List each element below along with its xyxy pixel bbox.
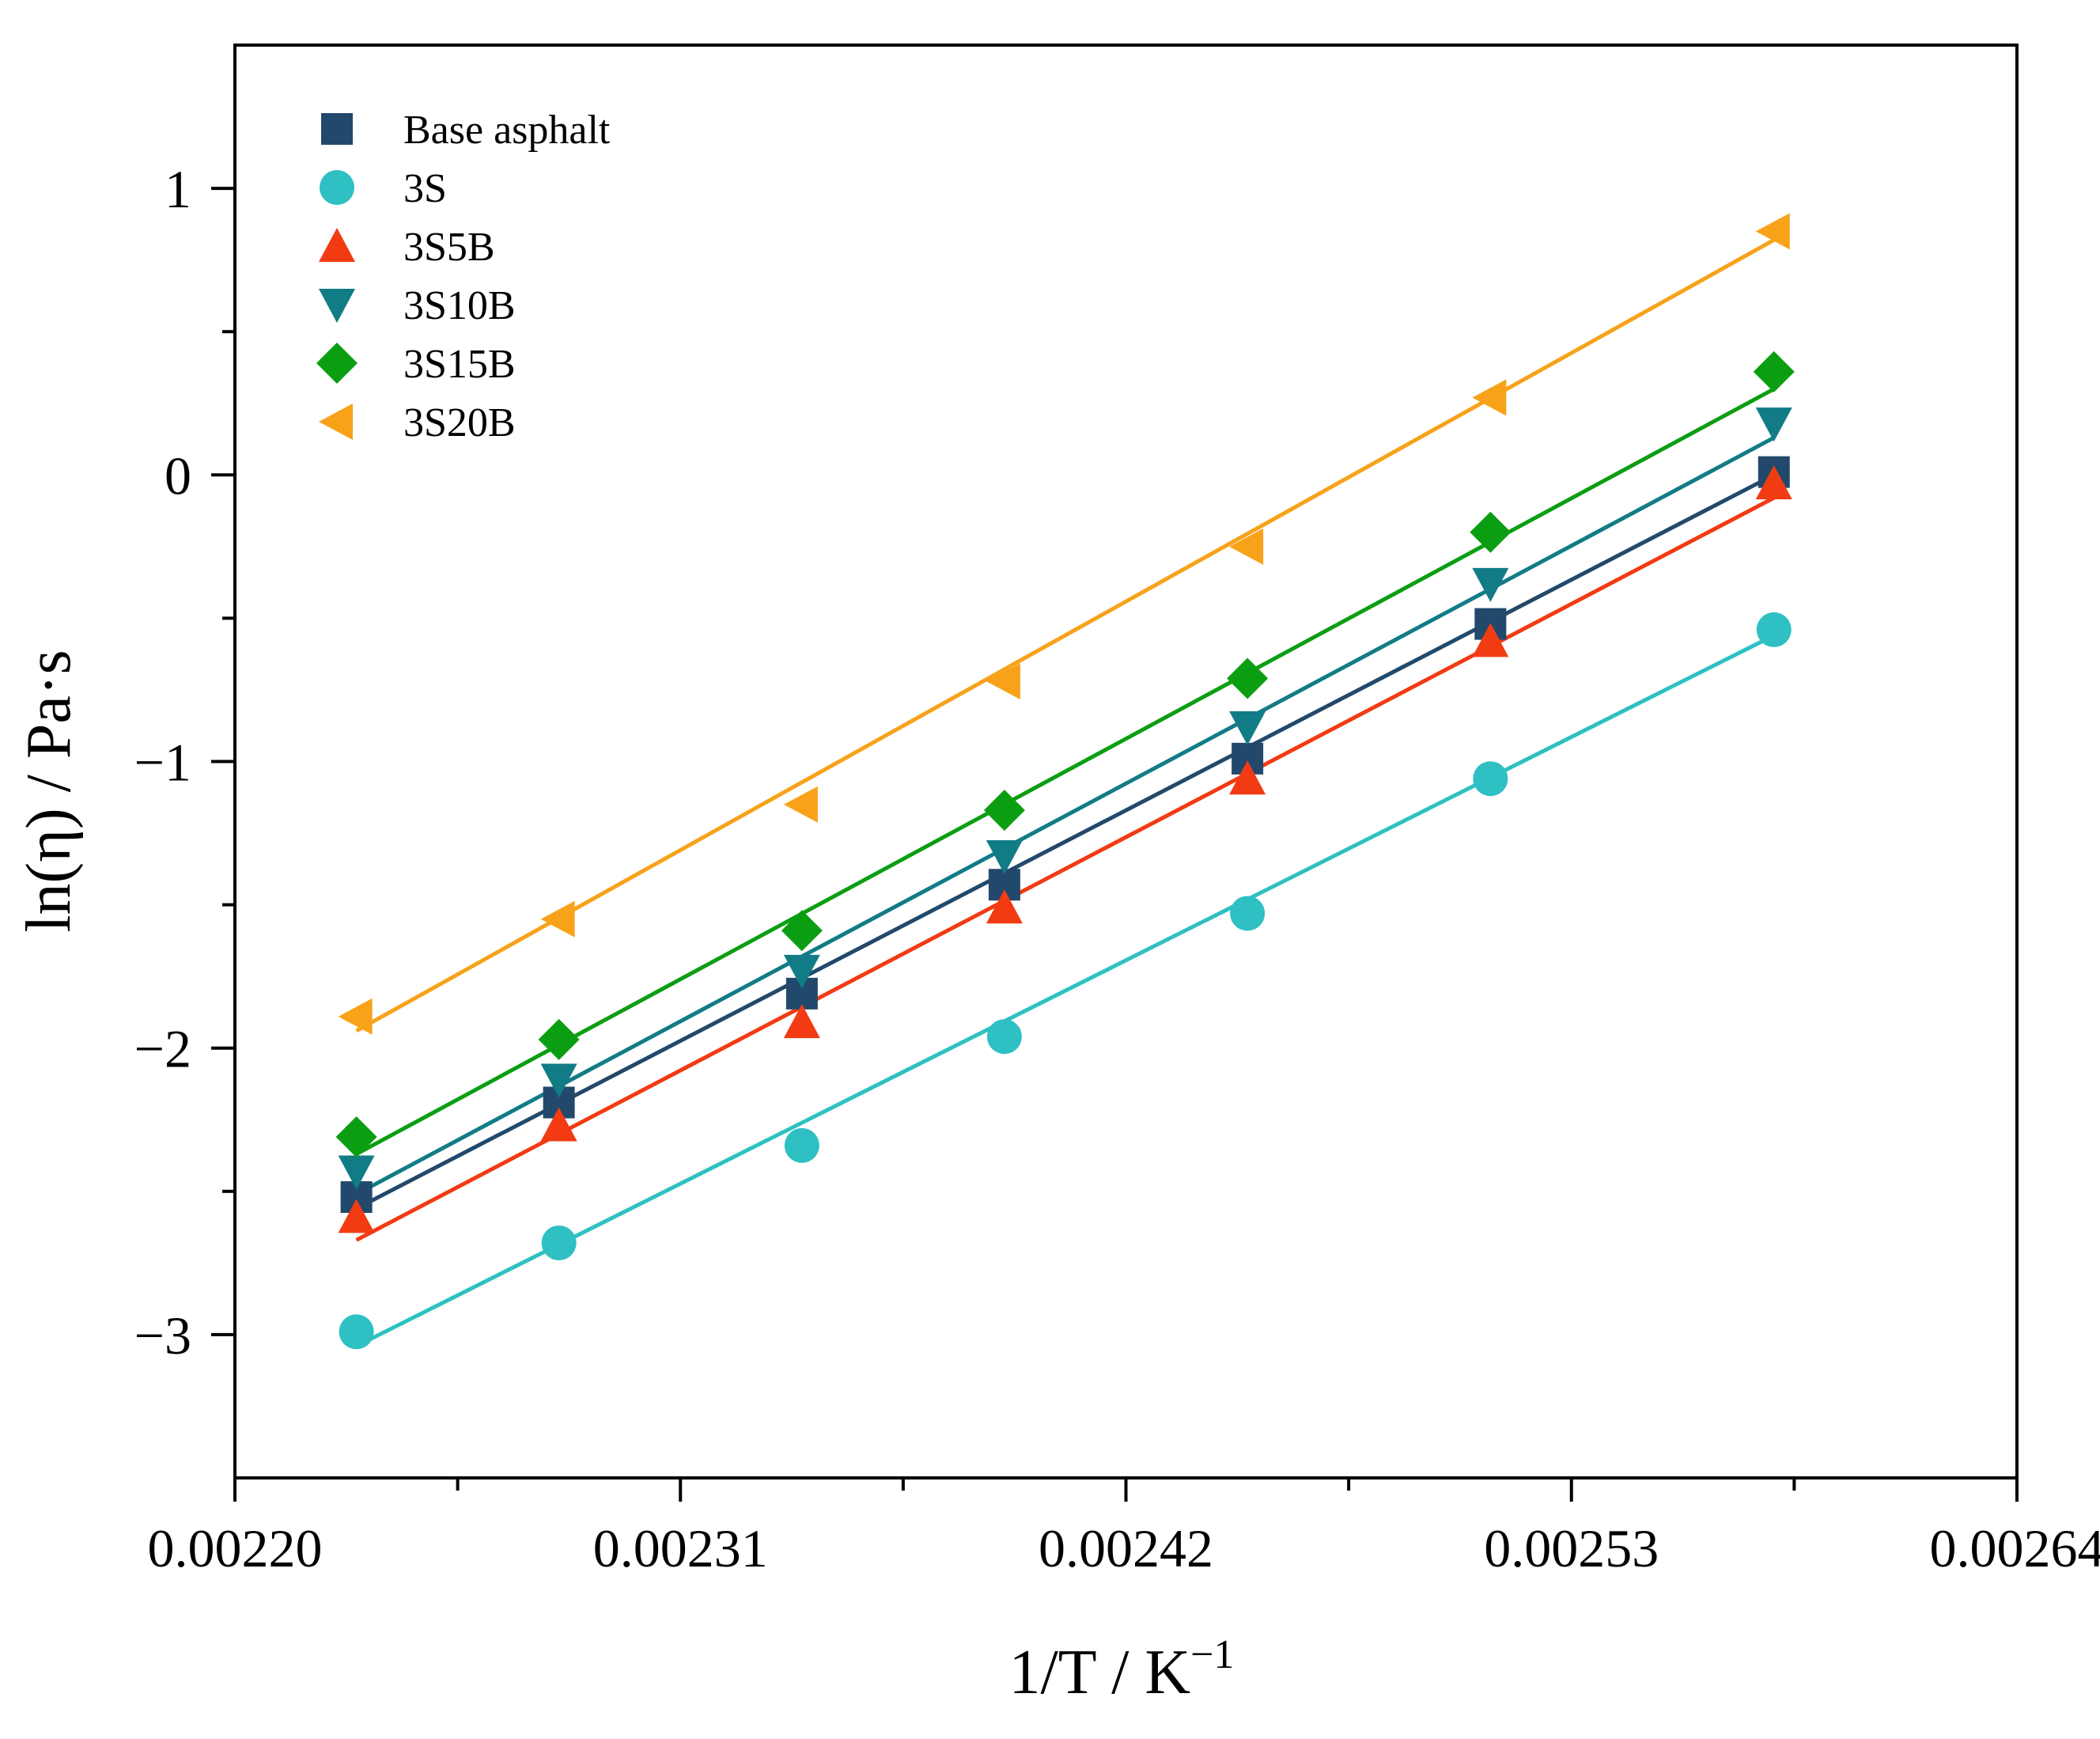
legend-marker-3s — [320, 170, 354, 205]
legend-marker-3s5b — [319, 228, 355, 262]
y-tick-label: −2 — [134, 1019, 191, 1079]
data-point-3s20b — [339, 998, 373, 1035]
y-axis-title: ln(η) / Pa·s — [14, 650, 84, 932]
fit-line-3s10b — [357, 438, 1774, 1194]
legend-marker-3s10b — [319, 289, 355, 323]
legend: Base asphalt 3S 3S5B 3S10B 3S15B 3S20B — [316, 108, 611, 445]
y-tick-label: 0 — [165, 445, 191, 506]
legend-label-3s5b: 3S5B — [403, 225, 495, 270]
data-point-3s — [339, 1314, 374, 1349]
legend-marker-base-asphalt — [321, 113, 353, 145]
data-point-3s10b — [1756, 407, 1792, 441]
data-point-3s20b — [1472, 380, 1506, 416]
data-point-3s15b — [336, 1116, 377, 1157]
data-point-3s20b — [1756, 213, 1790, 249]
x-tick-label: 0.00253 — [1484, 1518, 1659, 1578]
data-point-3s — [542, 1226, 577, 1260]
x-tick-label: 0.00242 — [1039, 1518, 1213, 1578]
y-tick-label: 1 — [165, 159, 191, 219]
y-tick-label: −1 — [134, 733, 191, 793]
data-point-3s — [987, 1019, 1022, 1054]
x-axis-title: 1/T / K−1 — [1009, 1632, 1235, 1707]
data-point-3s — [1473, 761, 1508, 796]
data-point-3s15b — [1754, 351, 1795, 392]
data-point-3s15b — [1470, 512, 1511, 553]
legend-label-3s15b: 3S15B — [403, 342, 516, 387]
legend-label-base-asphalt: Base asphalt — [403, 108, 611, 153]
data-point-3s — [1230, 896, 1265, 930]
legend-label-3s20b: 3S20B — [403, 400, 516, 445]
y-tick-label: −3 — [134, 1305, 191, 1366]
legend-marker-3s15b — [316, 343, 358, 384]
legend-label-3s10b: 3S10B — [403, 283, 516, 328]
axes: 0.00220 0.00231 0.00242 0.00253 0.00264 −3 −2 −… — [134, 45, 2100, 1578]
data-point-3s20b — [541, 901, 575, 938]
legend-marker-3s20b — [319, 403, 353, 440]
plot-frame — [235, 45, 2017, 1478]
x-tick-label: 0.00264 — [1930, 1518, 2100, 1578]
legend-label-3s: 3S — [403, 166, 447, 211]
x-tick-label: 0.00220 — [148, 1518, 323, 1578]
data-point-3s15b — [781, 910, 823, 951]
data-markers — [336, 213, 1795, 1349]
data-point-3s — [785, 1128, 819, 1163]
x-tick-label: 0.00231 — [593, 1518, 768, 1578]
fit-lines — [357, 240, 1774, 1346]
data-point-3s — [1757, 612, 1792, 647]
